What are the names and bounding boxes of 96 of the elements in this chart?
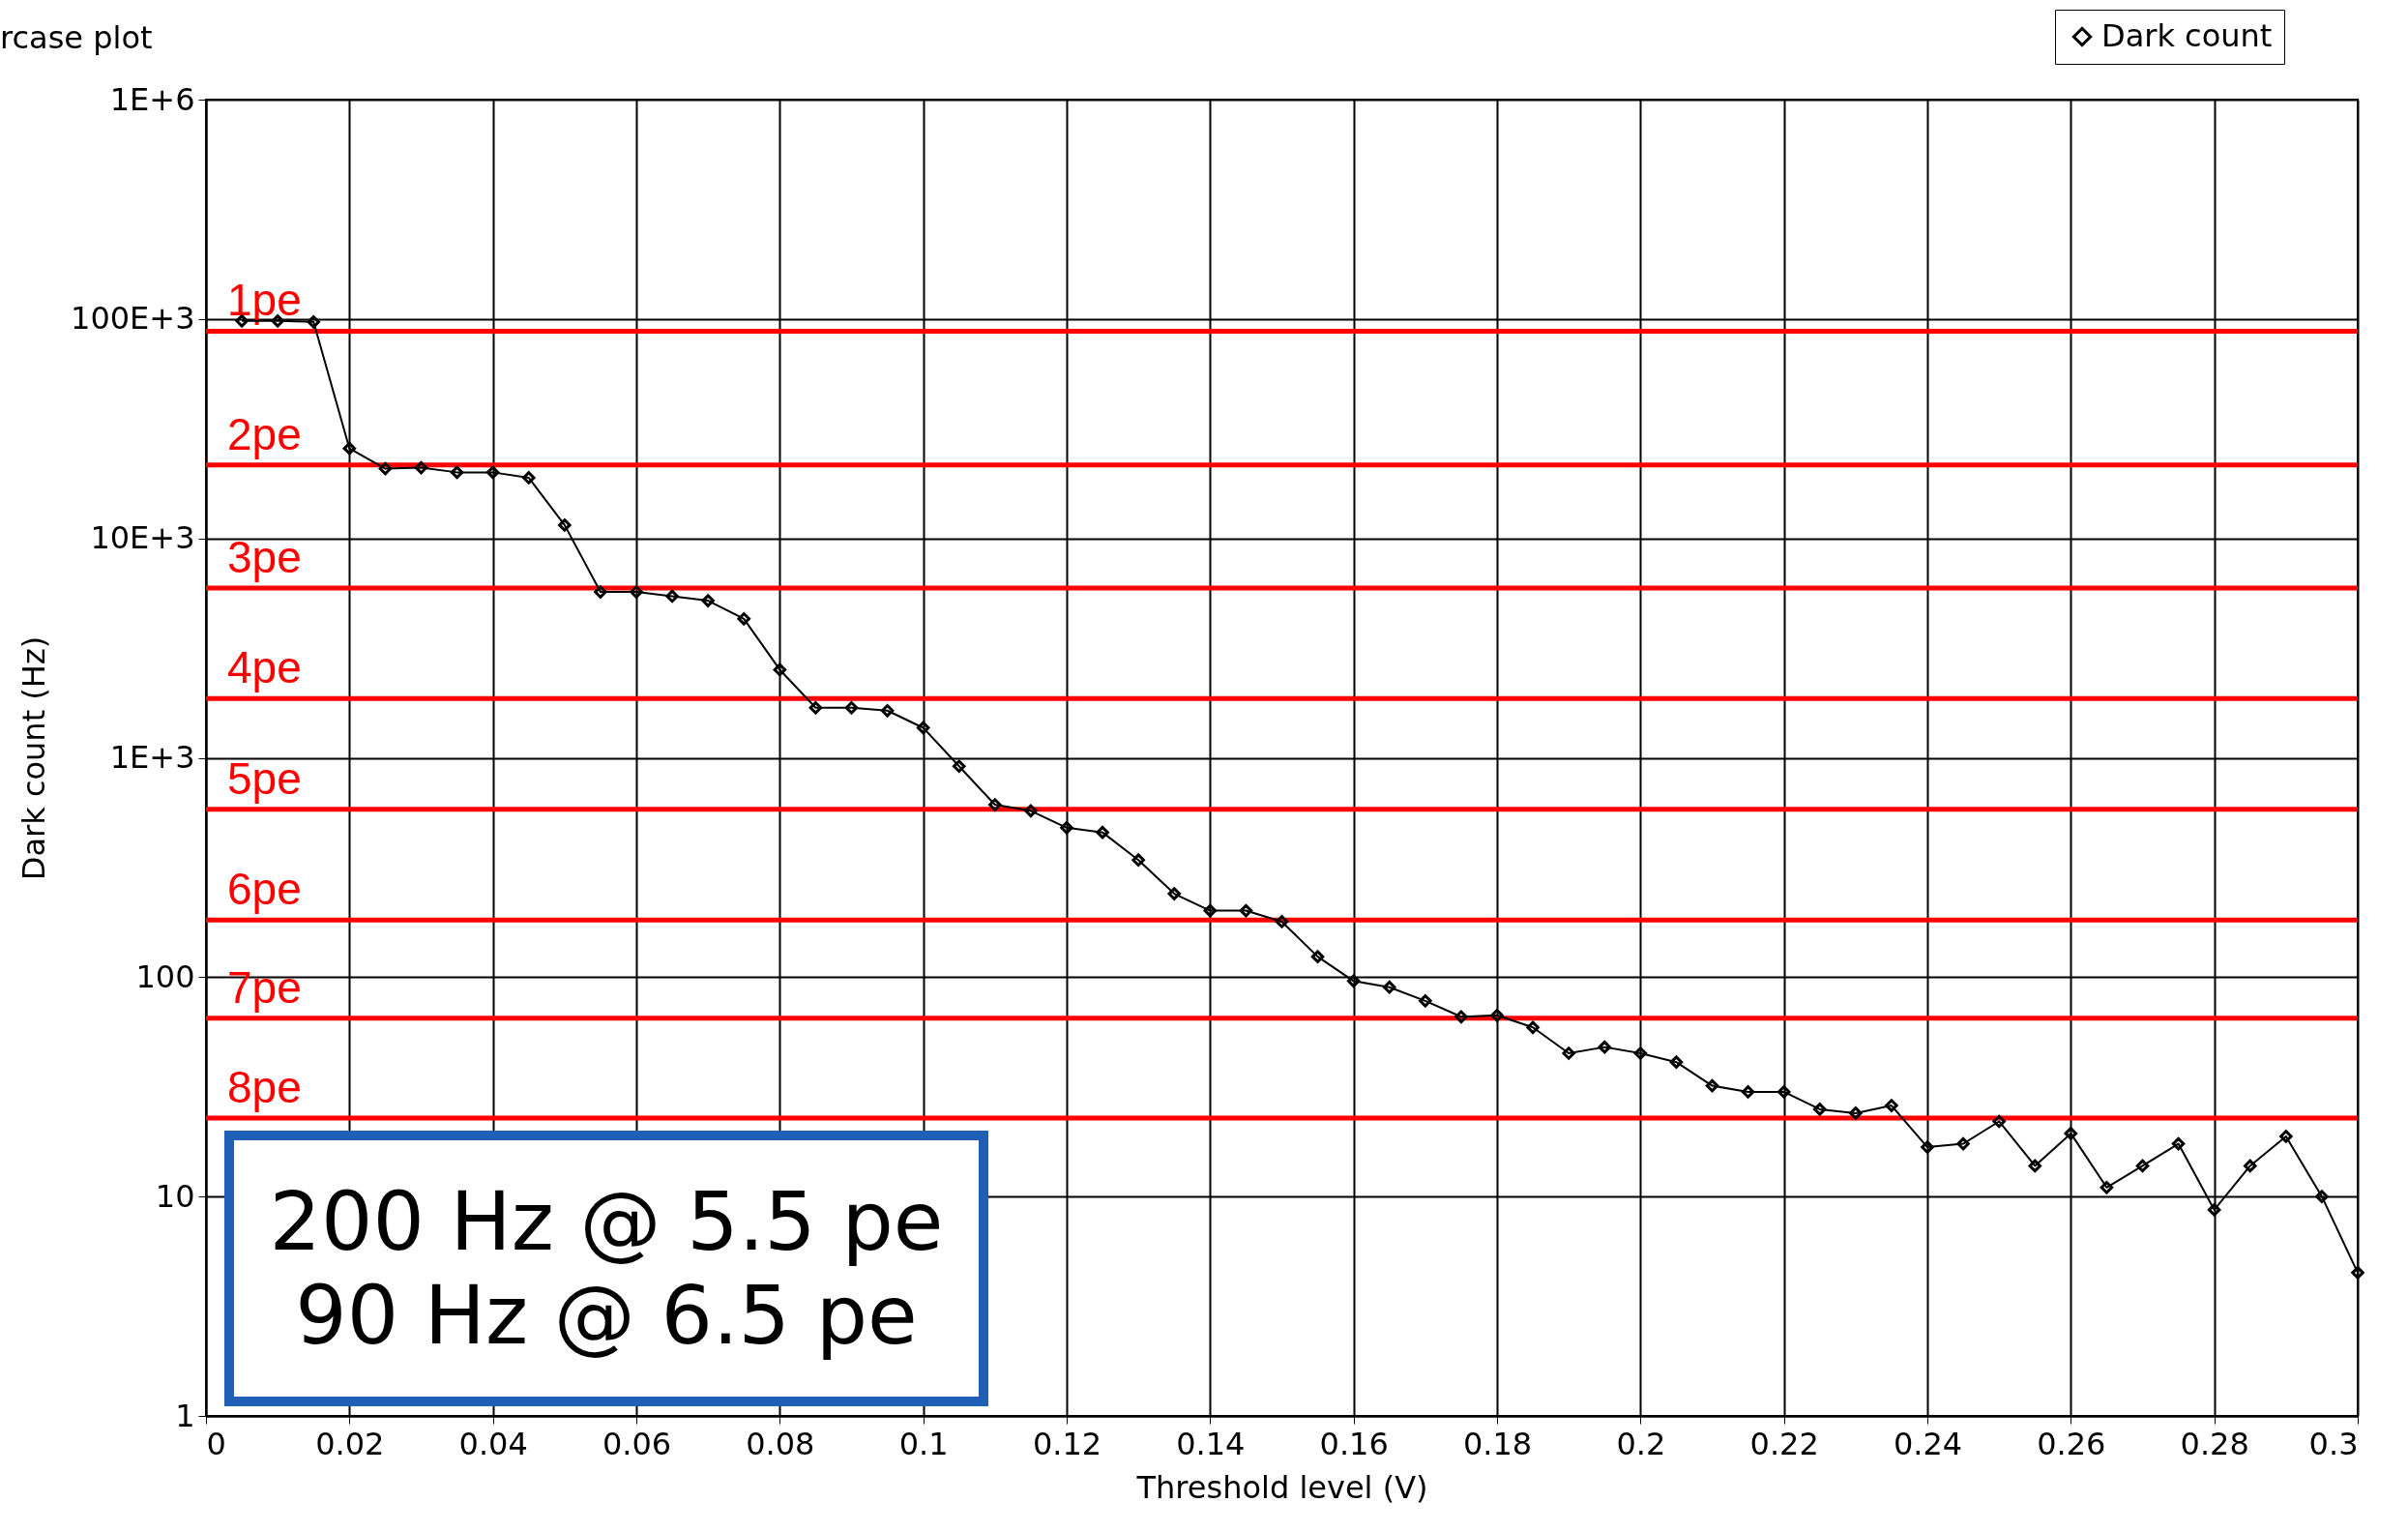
point	[988, 798, 1002, 811]
y-tick-label: 1	[175, 1397, 195, 1434]
point	[1992, 1114, 2006, 1129]
point	[1454, 1010, 1468, 1024]
x-tick-label: 0.06	[602, 1425, 672, 1462]
x-tick-label: 0.28	[2180, 1425, 2249, 1462]
x-tick-label: 0.12	[1032, 1425, 1102, 1462]
point	[1419, 994, 1432, 1008]
y-axis-title: Dark count (Hz)	[15, 635, 53, 881]
ref-line-label: 2pe	[227, 408, 302, 459]
x-tick-label: 0.26	[2037, 1425, 2106, 1462]
point	[1849, 1106, 1863, 1120]
point	[1490, 1009, 1504, 1022]
point	[1203, 903, 1218, 918]
point	[1167, 887, 1181, 900]
point	[2351, 1266, 2364, 1280]
point	[378, 461, 393, 476]
y-tick-label: 10E+3	[90, 519, 195, 557]
point	[1526, 1020, 1540, 1035]
point	[737, 612, 750, 626]
point	[1705, 1078, 1719, 1093]
point	[1310, 950, 1325, 963]
x-tick-label: 0.18	[1462, 1425, 1533, 1462]
point	[1598, 1040, 1611, 1054]
point	[1921, 1140, 1934, 1154]
point	[701, 594, 715, 607]
ref-line-label: 3pe	[227, 531, 302, 582]
point	[2028, 1159, 2041, 1173]
y-tick-label: 1E+6	[109, 80, 195, 118]
point	[1956, 1136, 1970, 1151]
point	[1562, 1046, 1575, 1060]
point	[1346, 974, 1361, 988]
y-tick-label: 1E+3	[109, 739, 195, 776]
point	[1885, 1099, 1898, 1112]
x-tick-label: 0.22	[1749, 1425, 1819, 1462]
x-tick-label: 0.04	[458, 1425, 528, 1462]
ref-line-label: 6pe	[227, 864, 302, 915]
point	[450, 465, 464, 480]
point	[1096, 825, 1109, 840]
annotation: 200 Hz @ 5.5 pe	[269, 1173, 944, 1269]
point	[953, 759, 966, 773]
chart-title: rcase plot	[0, 19, 153, 56]
x-tick-label: 0.02	[315, 1425, 385, 1462]
point	[558, 518, 572, 532]
point	[307, 315, 320, 329]
y-tick-label: 10	[155, 1177, 195, 1215]
ref-line-label: 8pe	[227, 1061, 302, 1112]
y-tick-label: 100E+3	[71, 300, 195, 338]
y-tick-label: 100	[135, 958, 195, 995]
x-tick-label: 0	[206, 1425, 226, 1462]
point	[1669, 1055, 1684, 1069]
annotation: 90 Hz @ 6.5 pe	[295, 1267, 918, 1363]
point	[2171, 1136, 2186, 1151]
x-tick-label: 0.1	[898, 1425, 949, 1462]
point	[1813, 1103, 1827, 1116]
point	[414, 460, 428, 475]
point	[1633, 1046, 1648, 1060]
x-tick-label: 0.24	[1893, 1425, 1963, 1462]
point	[522, 471, 536, 485]
x-axis-title: Threshold level (V)	[1135, 1468, 1428, 1506]
point	[808, 701, 823, 715]
point	[844, 701, 859, 715]
point	[2207, 1203, 2221, 1217]
legend-label: Dark count	[2101, 17, 2273, 54]
x-tick-label: 0.3	[2308, 1425, 2359, 1462]
ref-line-label: 5pe	[227, 752, 302, 804]
point	[916, 721, 930, 735]
ref-line-label: 4pe	[227, 642, 302, 693]
point	[2244, 1159, 2257, 1173]
ref-line-label: 1pe	[227, 275, 302, 326]
point	[1024, 804, 1038, 818]
point	[2064, 1127, 2078, 1140]
point	[880, 704, 895, 718]
x-tick-label: 0.14	[1176, 1425, 1246, 1462]
x-tick-label: 0.16	[1319, 1425, 1389, 1462]
point	[773, 663, 787, 677]
point	[1131, 853, 1145, 867]
point	[2135, 1159, 2150, 1173]
x-tick-label: 0.2	[1616, 1425, 1666, 1462]
point	[485, 465, 500, 480]
point	[2100, 1181, 2114, 1194]
point	[1741, 1085, 1755, 1099]
point	[1239, 903, 1253, 918]
point	[1275, 915, 1289, 928]
point	[2279, 1130, 2293, 1143]
note-box: 200 Hz @ 5.5 pe 90 Hz @ 6.5 pe	[224, 1131, 988, 1406]
point	[342, 441, 357, 456]
point	[665, 589, 679, 604]
point	[1383, 980, 1396, 994]
point	[1060, 821, 1073, 835]
point	[594, 585, 607, 599]
point	[2315, 1190, 2329, 1203]
point	[1777, 1085, 1791, 1099]
point	[630, 585, 643, 599]
x-tick-label: 0.08	[746, 1425, 815, 1462]
ref-line-label: 7pe	[227, 961, 302, 1013]
